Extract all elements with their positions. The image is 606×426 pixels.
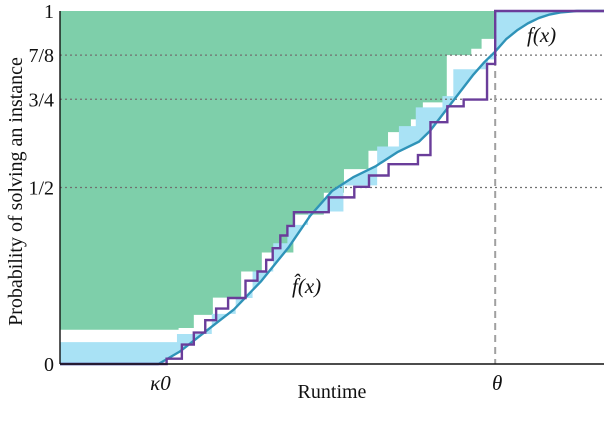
- y-tick-label: 3/4: [28, 89, 54, 111]
- true-cdf-label: f(x): [527, 23, 556, 47]
- reference-lines: [60, 11, 604, 364]
- x-marker-label: θ: [492, 371, 502, 395]
- y-tick-label: 7/8: [28, 45, 54, 67]
- y-tick-label: 0: [44, 354, 54, 376]
- y-axis-title: Probability of solving an instance: [5, 57, 27, 326]
- x-marker-labels: κ0 θ: [150, 371, 502, 395]
- y-tick-label: 1: [44, 1, 54, 23]
- y-tick-labels: 0 1/2 3/4 7/8 1: [28, 1, 54, 376]
- y-tick-label: 1/2: [28, 178, 54, 200]
- true-cdf-curve: [60, 9, 604, 366]
- estimate-step-curve: [60, 9, 604, 366]
- x-axis-title: Runtime: [298, 381, 367, 403]
- estimate-label: f̂(x): [292, 274, 321, 298]
- axes: [59, 11, 604, 365]
- x-marker-label: κ0: [150, 371, 171, 395]
- plot-regions: [60, 11, 604, 364]
- green-region: [60, 11, 496, 330]
